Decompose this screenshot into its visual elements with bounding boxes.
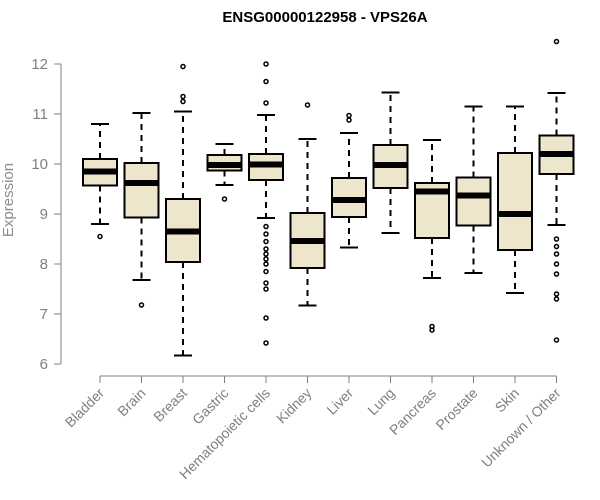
- x-tick-label: Unknown / Other: [478, 385, 564, 471]
- outlier-point: [263, 261, 269, 267]
- iqr-box: [123, 162, 160, 219]
- outlier-point: [221, 196, 228, 202]
- outlier-point: [97, 233, 103, 240]
- outlier-point: [263, 251, 269, 257]
- x-tick-label: Liver: [323, 385, 356, 418]
- box-group: [289, 102, 326, 307]
- outlier-point: [553, 291, 560, 297]
- outlier-point: [263, 315, 269, 321]
- outlier-point: [346, 112, 352, 119]
- y-axis: 6 7 8 9 10 11 12: [31, 56, 62, 373]
- y-tick-label: 8: [40, 256, 48, 273]
- y-tick-label: 10: [31, 156, 48, 173]
- y-tick-label: 6: [40, 356, 48, 373]
- box-group: [497, 105, 533, 294]
- y-axis-label: Expression: [0, 163, 17, 237]
- outlier-point: [304, 102, 311, 108]
- outlier-point: [263, 61, 269, 67]
- outlier-point: [553, 337, 560, 343]
- outlier-point: [553, 261, 560, 267]
- outlier-point: [263, 78, 269, 85]
- box-group: [82, 123, 118, 240]
- outlier-point: [263, 100, 269, 106]
- outlier-point: [180, 63, 186, 70]
- y-tick-label: 9: [40, 206, 48, 223]
- box-group: [372, 91, 409, 234]
- x-tick-label: Skin: [492, 385, 523, 416]
- iqr-box: [455, 176, 492, 227]
- y-tick-label: 7: [40, 306, 48, 323]
- outlier-point: [263, 238, 269, 245]
- outlier-point: [263, 280, 269, 286]
- outlier-point: [263, 268, 269, 275]
- x-tick-label: Breast: [150, 385, 190, 425]
- x-tick-label: Bladder: [62, 385, 108, 431]
- outlier-point: [346, 117, 352, 123]
- outlier-point: [263, 340, 269, 346]
- chart-title: ENSG00000122958 - VPS26A: [222, 9, 427, 26]
- box-group: [414, 139, 450, 333]
- outlier-point: [138, 302, 145, 308]
- outlier-point: [263, 231, 269, 237]
- x-tick-label: Lung: [364, 385, 397, 418]
- outlier-point: [263, 246, 269, 252]
- box-group: [123, 112, 160, 308]
- box-group: [455, 105, 492, 274]
- box-group: [165, 63, 201, 357]
- outlier-point: [553, 296, 560, 302]
- y-tick-label: 12: [31, 56, 48, 73]
- outlier-point: [180, 98, 186, 105]
- outlier-point: [429, 327, 435, 333]
- box-group: [248, 61, 284, 346]
- outlier-point: [263, 223, 269, 230]
- x-tick-label: Brain: [114, 385, 148, 419]
- box-group: [538, 38, 575, 343]
- iqr-box: [497, 152, 533, 251]
- box-group: [331, 112, 367, 249]
- x-tick-label: Prostate: [432, 385, 480, 433]
- box-group: [206, 143, 243, 202]
- outlier-point: [553, 271, 560, 277]
- outlier-point: [263, 256, 269, 262]
- outlier-point: [553, 251, 560, 257]
- outlier-point: [553, 236, 560, 242]
- x-tick-label: Kidney: [273, 385, 315, 427]
- outlier-point: [553, 243, 560, 250]
- outlier-point: [263, 286, 269, 292]
- outlier-point: [553, 38, 560, 45]
- box-series: [82, 38, 575, 357]
- y-tick-label: 11: [32, 106, 48, 123]
- outlier-point: [180, 93, 186, 100]
